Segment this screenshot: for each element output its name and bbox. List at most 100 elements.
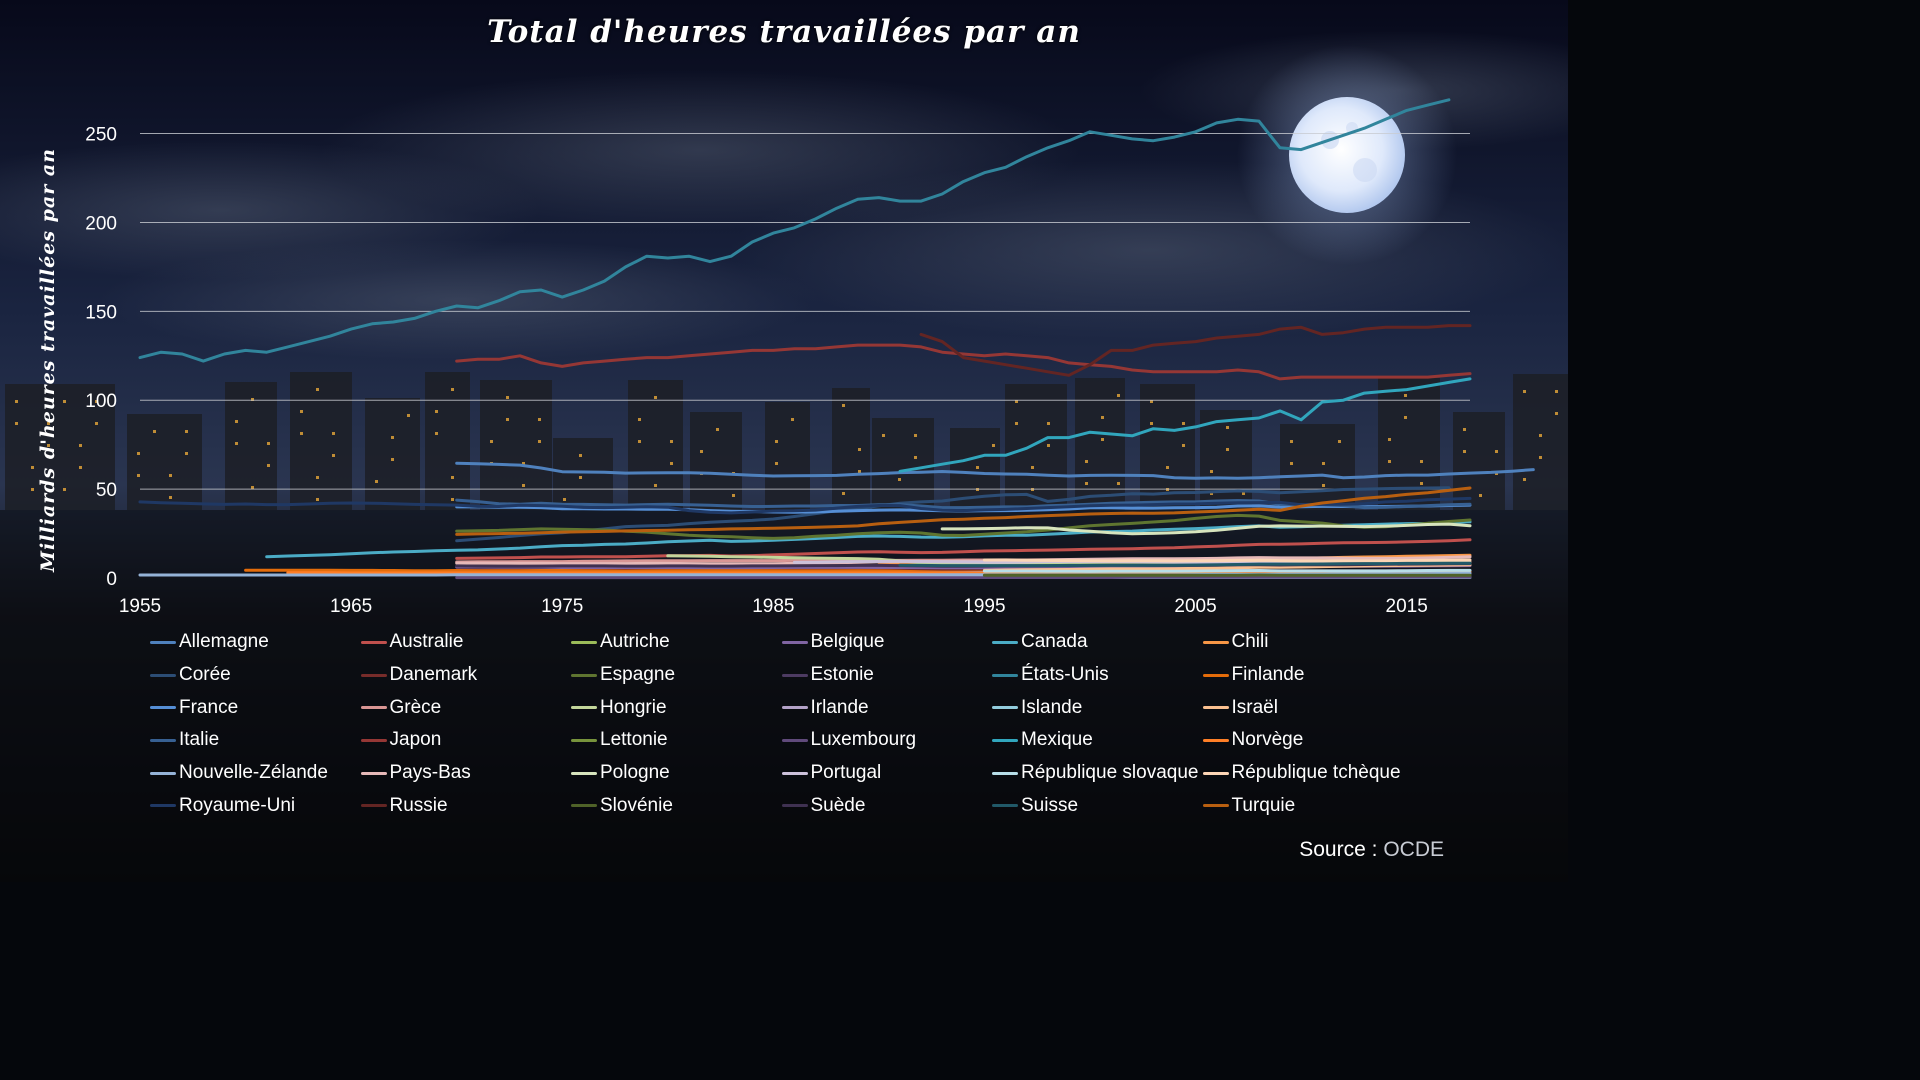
- building-window: [451, 476, 454, 479]
- legend-label: Mexique: [1021, 729, 1093, 751]
- chart-title: Total d'heures travaillées par an: [487, 14, 1081, 50]
- building-window: [1150, 422, 1153, 425]
- building-window: [914, 434, 917, 437]
- building-window: [976, 466, 979, 469]
- building-window: [654, 396, 657, 399]
- building-window: [1420, 482, 1423, 485]
- building-window: [79, 466, 82, 469]
- legend-swatch: [781, 738, 808, 742]
- building-window: [1015, 422, 1018, 425]
- y-tick-label: 150: [85, 302, 117, 323]
- building-window: [1166, 466, 1169, 469]
- building-window: [1047, 422, 1050, 425]
- legend-label: Finlande: [1231, 664, 1305, 686]
- legend-swatch: [781, 706, 808, 710]
- building-window: [185, 452, 188, 455]
- legend-label: Royaume-Uni: [179, 794, 296, 816]
- legend-item: Israël: [1202, 691, 1414, 724]
- y-tick-label: 0: [106, 569, 117, 590]
- building-window: [251, 398, 254, 401]
- building-window: [153, 430, 156, 433]
- legend-item: États-Unis: [992, 659, 1203, 692]
- building-window: [775, 440, 778, 443]
- legend-swatch: [781, 771, 808, 775]
- legend-item: Nouvelle-Zélande: [150, 757, 361, 790]
- legend-swatch: [571, 640, 597, 644]
- building-window: [169, 496, 172, 499]
- legend-swatch: [992, 771, 1018, 775]
- legend-swatch: [1202, 673, 1229, 677]
- y-tick-label: 100: [85, 391, 117, 412]
- building-window: [1117, 394, 1120, 397]
- y-tick-label: 200: [85, 213, 117, 234]
- legend-label: Pays-Bas: [389, 762, 471, 784]
- legend-label: France: [179, 696, 239, 718]
- legend-swatch: [360, 706, 387, 710]
- building-window: [31, 466, 34, 469]
- legend-swatch: [150, 640, 176, 644]
- source-note: Source : OCDE: [1299, 838, 1444, 861]
- legend-item: Belgique: [781, 626, 993, 659]
- legend-item: Portugal: [781, 757, 993, 790]
- building-window: [1322, 484, 1325, 487]
- building-window: [1338, 440, 1341, 443]
- legend-label: Lettonie: [600, 729, 668, 751]
- legend-swatch: [150, 804, 176, 808]
- building-window: [842, 492, 845, 495]
- legend-swatch: [571, 771, 597, 775]
- building-window: [95, 400, 98, 403]
- building-window: [1085, 460, 1088, 463]
- legend-item: Allemagne: [150, 626, 361, 659]
- building-window: [1182, 422, 1185, 425]
- legend-item: Italie: [150, 724, 361, 757]
- building-window: [1555, 390, 1558, 393]
- x-tick-label: 1965: [330, 596, 372, 617]
- building-window: [169, 474, 172, 477]
- legend-swatch: [1202, 804, 1229, 808]
- building-window: [95, 422, 98, 425]
- x-tick-label: 1955: [119, 596, 161, 617]
- building: [290, 372, 352, 510]
- legend-label: Allemagne: [179, 631, 269, 653]
- building-window: [31, 488, 34, 491]
- building-window: [579, 476, 582, 479]
- building-window: [538, 418, 541, 421]
- legend-label: Italie: [179, 729, 220, 751]
- legend-swatch: [781, 673, 808, 677]
- building-window: [858, 448, 861, 451]
- legend-swatch: [992, 673, 1018, 677]
- building-window: [332, 432, 335, 435]
- building-window: [235, 442, 238, 445]
- legend-item: Norvège: [1202, 724, 1414, 757]
- building-window: [1322, 462, 1325, 465]
- legend-item: Grèce: [360, 691, 572, 724]
- legend-swatch: [992, 738, 1018, 742]
- legend-swatch: [360, 771, 387, 775]
- building-window: [235, 420, 238, 423]
- series-line: [898, 377, 1472, 473]
- building-window: [1495, 450, 1498, 453]
- building-window: [267, 442, 270, 445]
- building-window: [63, 488, 66, 491]
- legend-label: Suisse: [1021, 794, 1079, 816]
- legend-label: Russie: [389, 794, 448, 816]
- building-window: [185, 430, 188, 433]
- legend-item: Estonie: [781, 659, 993, 692]
- legend-item: République tchèque: [1202, 757, 1414, 790]
- building-window: [732, 494, 735, 497]
- building-window: [316, 498, 319, 501]
- building-window: [490, 440, 493, 443]
- legend-swatch: [992, 804, 1018, 808]
- building-window: [522, 484, 525, 487]
- legend-item: Slovénie: [571, 789, 782, 822]
- building-window: [1388, 460, 1391, 463]
- legend-swatch: [150, 706, 176, 710]
- legend-item: Japon: [360, 724, 572, 757]
- building-window: [506, 396, 509, 399]
- legend-swatch: [150, 771, 176, 775]
- legend-swatch: [360, 738, 387, 742]
- legend-label: Pologne: [600, 762, 670, 784]
- building-window: [506, 418, 509, 421]
- legend-item: Pays-Bas: [360, 757, 572, 790]
- building-window: [992, 444, 995, 447]
